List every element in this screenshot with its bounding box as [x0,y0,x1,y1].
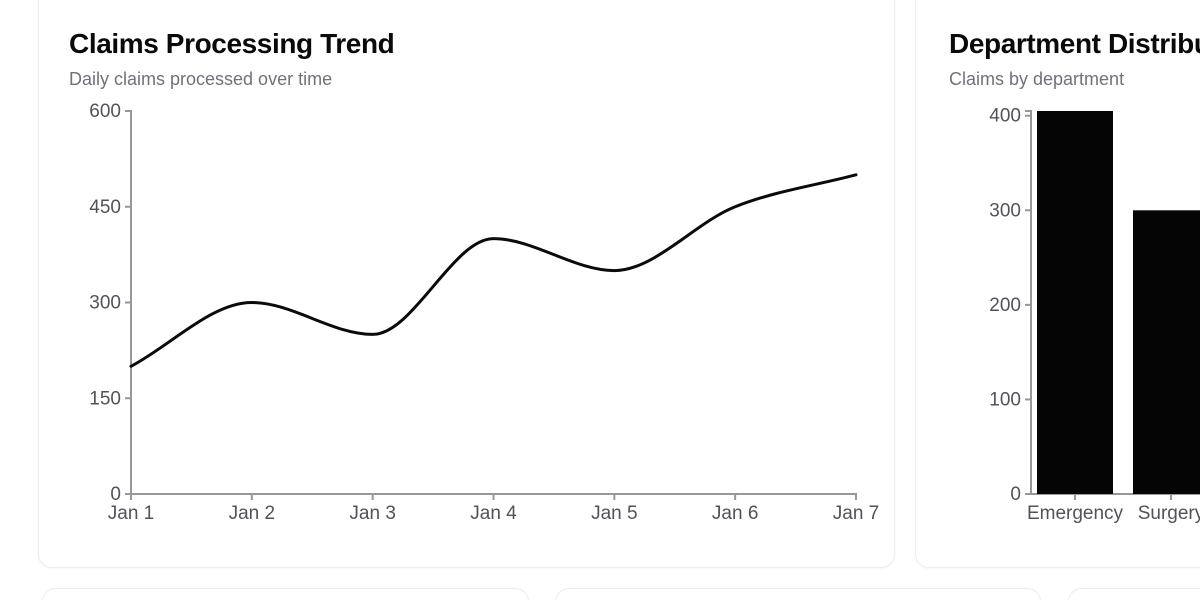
claims-trend-card: Claims Processing Trend Daily claims pro… [38,0,895,568]
svg-text:Jan 6: Jan 6 [712,503,758,524]
svg-text:Jan 2: Jan 2 [229,503,275,524]
claims-card-title: Claims Processing Trend [69,28,395,59]
departments-card-subtitle: Claims by department [949,69,1125,89]
departments-card-title: Department Distribution [949,28,1200,59]
svg-text:Surgery: Surgery [1138,503,1200,524]
svg-text:Jan 1: Jan 1 [108,503,154,524]
bar-surgery [1133,210,1200,494]
svg-text:Jan 4: Jan 4 [470,503,517,524]
department-distribution-card: Department Distribution Claims by depart… [915,0,1200,568]
svg-text:200: 200 [989,295,1021,316]
svg-text:600: 600 [89,101,121,122]
svg-text:400: 400 [989,106,1021,127]
svg-text:450: 450 [89,197,121,218]
svg-text:300: 300 [89,293,121,314]
claims-line-chart: 0 150 300 450 600 Jan 1 Jan 2 Jan 3 Jan 4 Jan 5 Ja… [89,101,879,524]
svg-text:0: 0 [110,484,121,505]
bottom-card-middle [555,588,1041,600]
svg-text:150: 150 [89,388,121,409]
claims-card-subtitle: Daily claims processed over time [69,69,333,89]
bottom-card-right [1068,588,1200,600]
department-bar-chart: 0 100 200 300 400 Emergency Surgery [989,106,1200,524]
svg-text:Jan 7: Jan 7 [833,503,879,524]
svg-text:300: 300 [989,200,1021,221]
svg-text:Jan 3: Jan 3 [349,503,395,524]
svg-text:Jan 5: Jan 5 [591,503,637,524]
bar-emergency [1037,111,1113,494]
bottom-card-left [42,588,529,600]
svg-text:0: 0 [1010,484,1021,505]
svg-text:Emergency: Emergency [1027,503,1124,524]
svg-text:100: 100 [989,389,1021,410]
